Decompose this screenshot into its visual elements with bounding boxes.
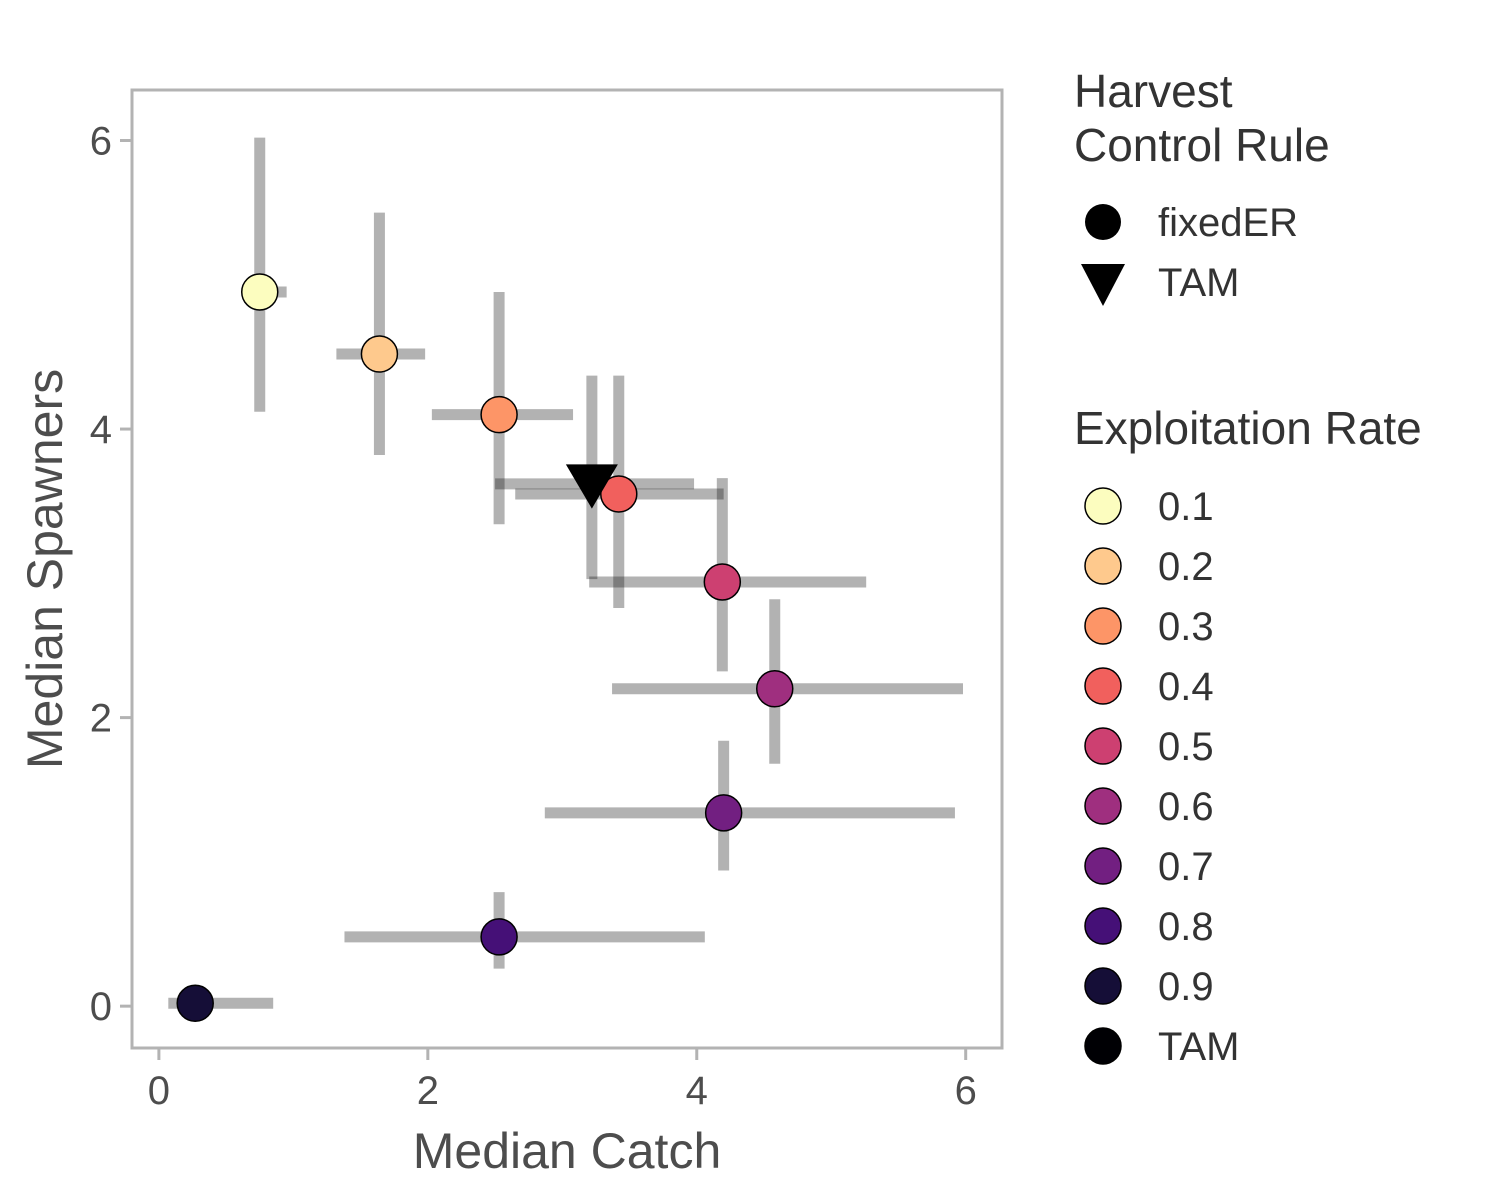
legend-color-label: 0.4 bbox=[1158, 665, 1214, 709]
legend-color-label: 0.3 bbox=[1158, 605, 1214, 649]
legend-color-label: 0.5 bbox=[1158, 725, 1214, 769]
legend-key-circle bbox=[1085, 204, 1121, 240]
legend-color-items: 0.1 0.2 0.3 0.4 0.5 0.6 0.7 0.8 0.9 TAM bbox=[1084, 485, 1239, 1069]
legend-color-key bbox=[1084, 787, 1122, 825]
legend-color-label: 0.8 bbox=[1158, 905, 1214, 949]
legend-color-key bbox=[1084, 487, 1122, 525]
legend-color-key bbox=[1084, 967, 1122, 1005]
x-tick-label: 4 bbox=[686, 1069, 708, 1113]
legend-color-label: 0.7 bbox=[1158, 845, 1214, 889]
legend-color-key bbox=[1084, 727, 1122, 765]
legend-color-key bbox=[1084, 547, 1122, 585]
legend-color-key bbox=[1084, 907, 1122, 945]
data-point-er-0-8 bbox=[480, 918, 518, 956]
legend-key-triangle bbox=[1081, 264, 1125, 306]
data-point-er-0-9 bbox=[176, 984, 214, 1023]
data-point-er-0-7 bbox=[704, 794, 743, 832]
legend: Harvest Control Rule fixedER TAM Exploita… bbox=[1074, 65, 1422, 1069]
x-tick-label: 6 bbox=[955, 1069, 977, 1113]
legend-color-label: 0.6 bbox=[1158, 785, 1214, 829]
x-axis-title: Median Catch bbox=[413, 1123, 722, 1179]
data-point-er-0-4 bbox=[600, 475, 638, 513]
legend-shape-label: TAM bbox=[1158, 261, 1239, 305]
legend-shape-label: fixedER bbox=[1158, 201, 1298, 245]
y-tick-label: 2 bbox=[90, 697, 112, 741]
data-point-er-0-6 bbox=[756, 670, 794, 708]
legend-color-label: TAM bbox=[1158, 1025, 1239, 1069]
legend-color-key bbox=[1084, 847, 1122, 885]
y-tick-label: 4 bbox=[90, 408, 112, 452]
legend-color-label: 0.2 bbox=[1158, 545, 1214, 589]
legend-color-title: Exploitation Rate bbox=[1074, 402, 1422, 454]
y-axis-title: Median Spawners bbox=[17, 369, 73, 769]
data-point-tam bbox=[565, 464, 618, 509]
legend-color-key bbox=[1084, 667, 1122, 705]
y-tick-label: 6 bbox=[90, 119, 112, 163]
y-axis-ticks: 0 2 4 6 bbox=[90, 119, 131, 1029]
x-tick-label: 2 bbox=[417, 1069, 439, 1113]
legend-color-label: 0.1 bbox=[1158, 485, 1214, 529]
x-axis-ticks: 0 2 4 6 bbox=[148, 1049, 977, 1113]
x-tick-label: 0 bbox=[148, 1069, 170, 1113]
data-point-er-0-5 bbox=[703, 563, 742, 601]
legend-shape-items: fixedER TAM bbox=[1081, 201, 1298, 306]
data-point-er-0-3 bbox=[480, 395, 518, 434]
data-point-er-0-2 bbox=[360, 335, 399, 373]
legend-color-key bbox=[1084, 1027, 1122, 1065]
legend-color-key bbox=[1084, 607, 1122, 645]
legend-shape-title-line1: Harvest bbox=[1074, 65, 1233, 117]
y-tick-label: 0 bbox=[90, 985, 112, 1029]
legend-color-label: 0.9 bbox=[1158, 965, 1214, 1009]
data-points bbox=[176, 273, 794, 1023]
plot-panel bbox=[130, 88, 1004, 1050]
data-point-er-0-1 bbox=[240, 273, 279, 311]
legend-shape-title-line2: Control Rule bbox=[1074, 119, 1330, 171]
